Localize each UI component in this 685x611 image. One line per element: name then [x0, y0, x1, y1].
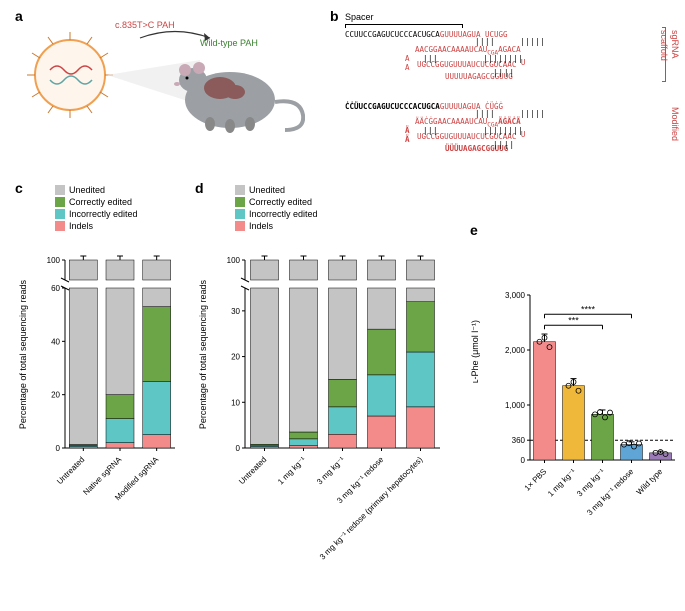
legend-unedited-label: Unedited [69, 185, 105, 195]
spacer-seq: CCUUCCGAGUCUCCCACUGCA [345, 30, 440, 39]
legend-d-indels-label: Indels [249, 221, 273, 231]
panel-c-ylabel: Percentage of total sequencing reads [18, 280, 30, 429]
panel-e-ylabel: ʟ-Phe (μmol l⁻¹) [470, 320, 482, 383]
panel-e-label: e [470, 222, 478, 238]
mod-hairpin: ÄÄ [405, 126, 410, 144]
legend-d-incorrect-label: Incorrectly edited [249, 209, 318, 219]
legend-correct-label: Correctly edited [69, 197, 132, 207]
bp2: ||| |||||||| [423, 54, 523, 63]
panel-a-label: a [15, 8, 23, 24]
panel-d-label: d [195, 180, 204, 196]
panel-e-chart: 03601,0002,0003,000*******1× PBS1 mg kg⁻… [500, 255, 675, 465]
svg-text:****: **** [581, 304, 596, 314]
svg-text:30: 30 [231, 307, 240, 316]
panel-c-chart: 1000204060UntreatedNative sgRNAModified … [50, 260, 175, 460]
svg-text:0: 0 [236, 444, 241, 453]
svg-text:3,000: 3,000 [505, 291, 526, 300]
legend-d-correct-label: Correctly edited [249, 197, 312, 207]
scaffold-hairpin: AA [405, 54, 410, 72]
legend-d-unedited-label: Unedited [249, 185, 285, 195]
panel-c-legend: Unedited Correctly edited Incorrectly ed… [55, 185, 138, 233]
mutant-label: c.835T>C PAH [115, 20, 175, 30]
spacer-label: Spacer [345, 12, 374, 23]
svg-text:20: 20 [231, 353, 240, 362]
mbp3: |||| [493, 140, 515, 149]
legend-d-indels [235, 221, 245, 231]
mod-l2: ÄÄĊĠGAACAAAAUCAU [415, 117, 487, 126]
modified-label: Modified [669, 107, 680, 141]
panel-d-ylabel: Percentage of total sequencing reads [198, 280, 210, 429]
scaffold-bracket [662, 27, 666, 82]
legend-d-incorrect [235, 209, 245, 219]
svg-text:40: 40 [51, 337, 60, 346]
legend-correct [55, 197, 65, 207]
legend-incorrect [55, 209, 65, 219]
svg-text:10: 10 [231, 398, 240, 407]
svg-text:60: 60 [51, 284, 60, 293]
panel-c-label: c [15, 180, 23, 196]
svg-text:0: 0 [56, 444, 61, 453]
spacer-bracket [345, 24, 463, 28]
bp3: |||| [493, 68, 515, 77]
svg-text:360: 360 [512, 436, 526, 445]
lnp-mouse-svg [25, 20, 305, 145]
panel-d-legend: Unedited Correctly edited Incorrectly ed… [235, 185, 318, 233]
legend-d-unedited [235, 185, 245, 195]
svg-text:20: 20 [51, 391, 60, 400]
svg-text:100: 100 [47, 256, 61, 265]
mbp2: ||| |||||||| [423, 126, 523, 135]
mod-l3: ÄĠÄĊÄ [498, 117, 521, 126]
legend-d-correct [235, 197, 245, 207]
svg-text:100: 100 [227, 256, 241, 265]
legend-incorrect-label: Incorrectly edited [69, 209, 138, 219]
panel-b-label: b [330, 8, 339, 24]
svg-text:1,000: 1,000 [505, 401, 526, 410]
panel-a-diagram: c.835T>C PAH Wild-type PAH [25, 20, 305, 145]
legend-indels-label: Indels [69, 221, 93, 231]
svg-text:2,000: 2,000 [505, 346, 526, 355]
legend-indels [55, 221, 65, 231]
svg-text:***: *** [568, 315, 579, 325]
svg-text:0: 0 [521, 456, 526, 465]
mod-spacer: ĊĊÜUCCGAGUCUCCCACUGCA [345, 102, 440, 111]
wildtype-label: Wild-type PAH [200, 38, 258, 48]
panel-d-chart: 1000102030Untreated1 mg kg⁻¹3 mg kg⁻¹3 m… [230, 260, 440, 460]
legend-unedited [55, 185, 65, 195]
